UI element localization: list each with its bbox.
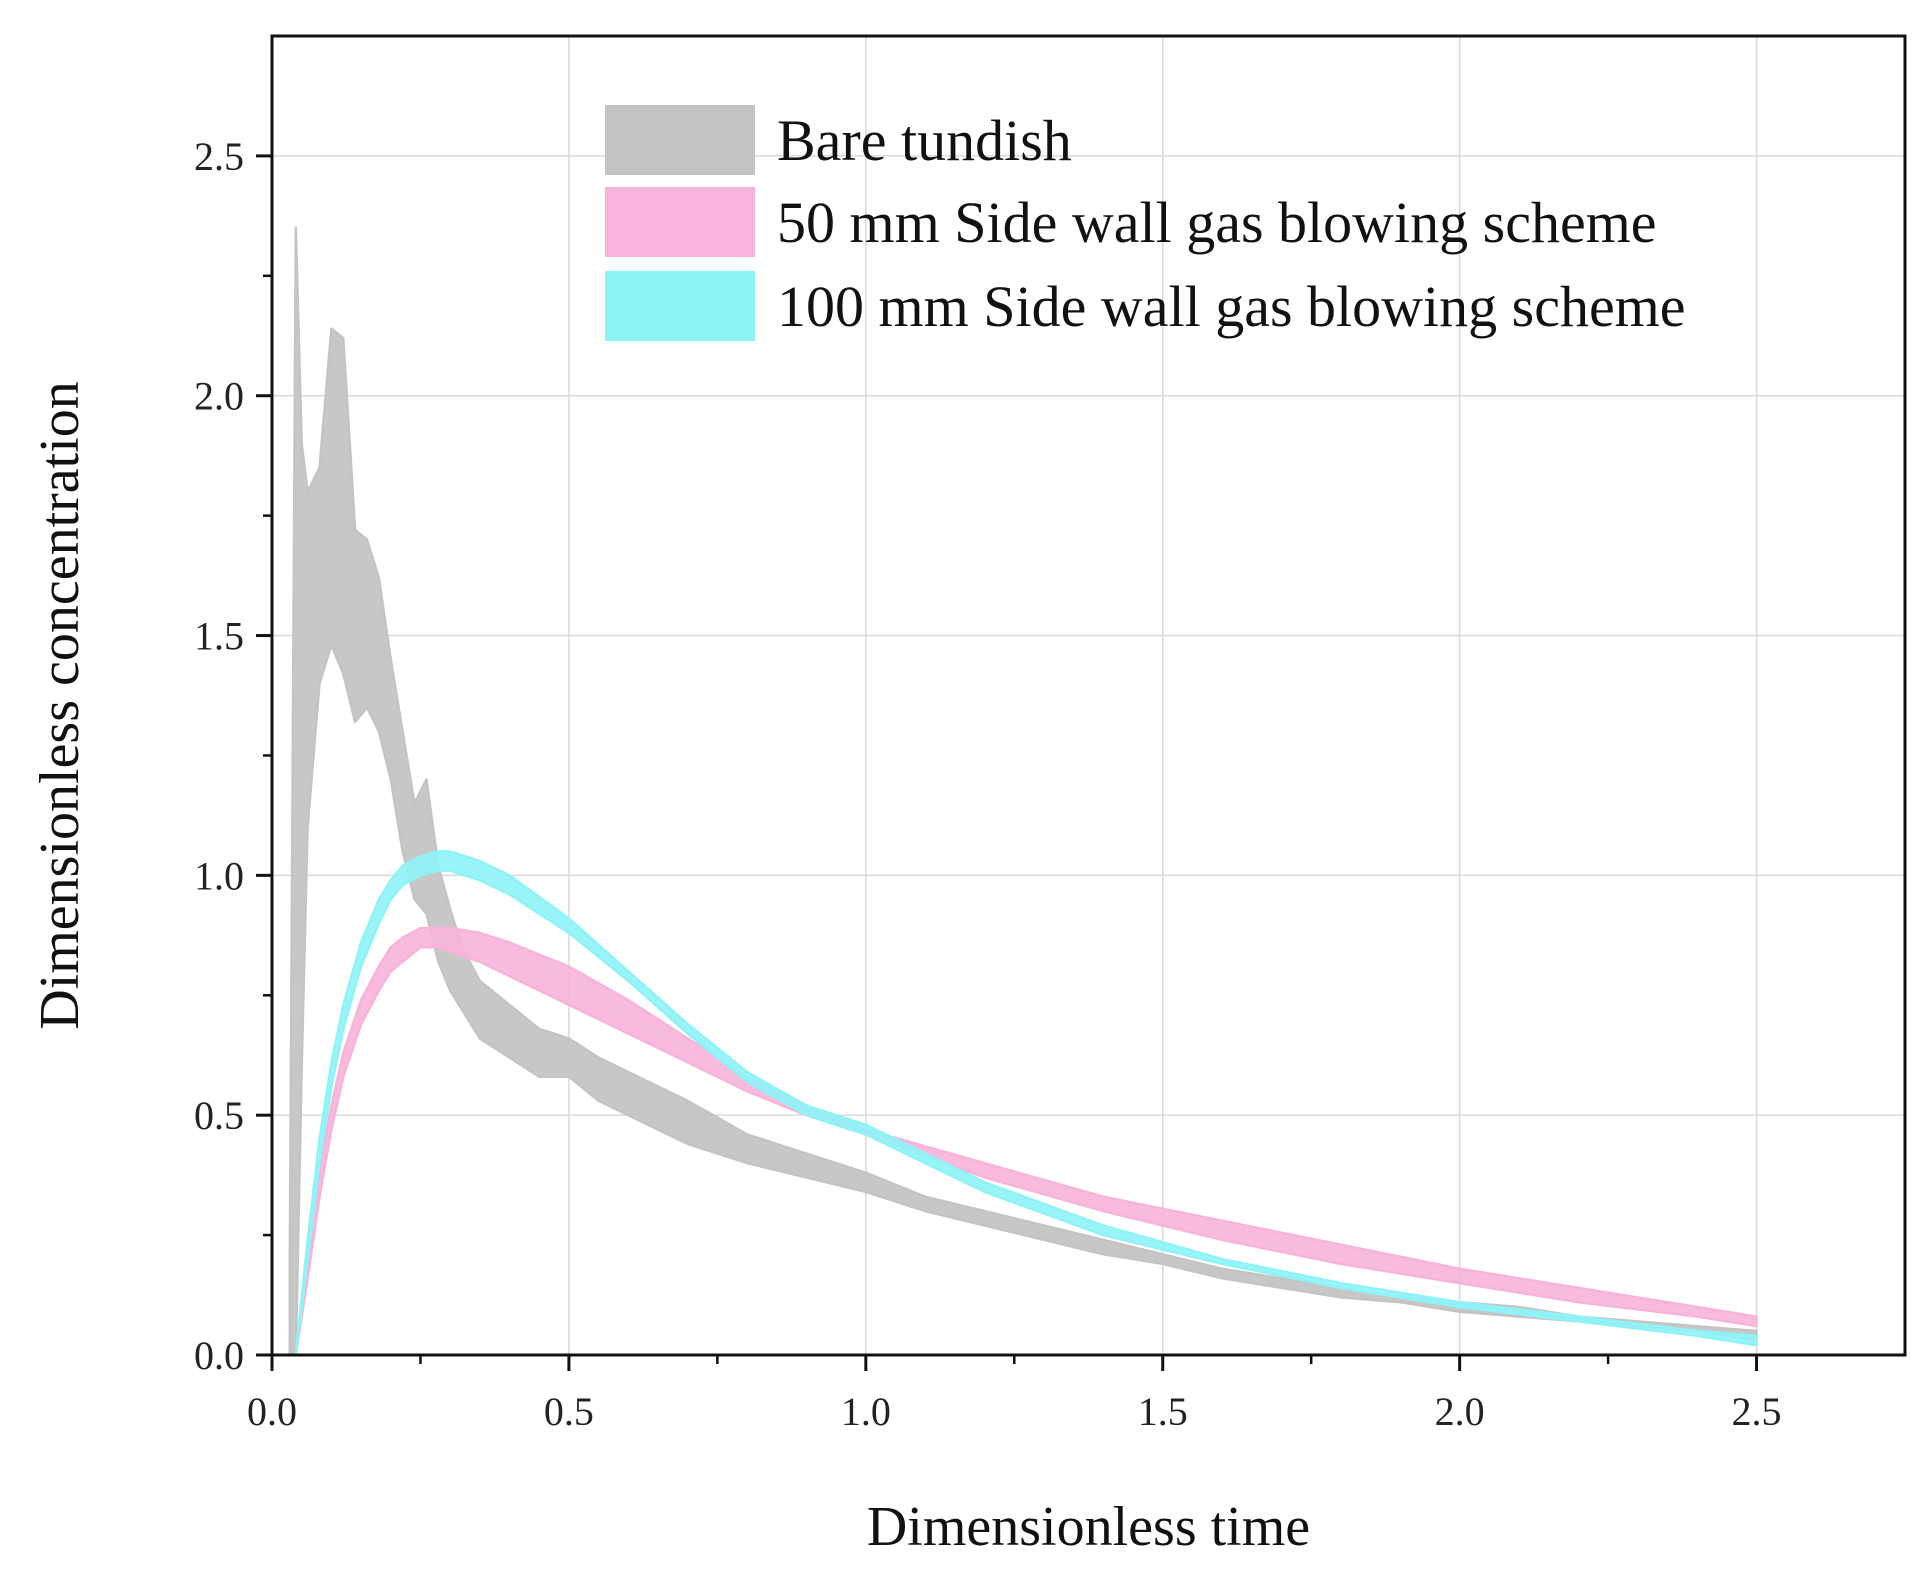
x-tick-label: 0.0 xyxy=(247,1389,297,1434)
legend: Bare tundish 50 mm Side wall gas blowing… xyxy=(605,105,1686,341)
x-tick-label: 1.0 xyxy=(841,1389,891,1434)
y-tick-label: 0.0 xyxy=(194,1333,244,1378)
legend-label-bare-tundish: Bare tundish xyxy=(777,108,1072,173)
series-band-2 xyxy=(294,850,1758,1357)
x-tick-label: 2.5 xyxy=(1732,1389,1782,1434)
legend-swatch-bare-tundish xyxy=(605,105,755,175)
plot-frame xyxy=(270,34,1907,1357)
y-tick-label: 0.5 xyxy=(194,1093,244,1138)
legend-swatch-50mm-scheme xyxy=(605,187,755,257)
series-band-1 xyxy=(294,926,1758,1357)
x-axis-title: Dimensionless time xyxy=(867,1496,1310,1558)
y-tick-label: 2.0 xyxy=(194,374,244,419)
x-tick-label: 2.0 xyxy=(1435,1389,1485,1434)
y-tick-label: 1.0 xyxy=(194,853,244,898)
x-tick-label: 0.5 xyxy=(544,1389,594,1434)
grid xyxy=(272,36,1905,1355)
x-tick-label: 1.5 xyxy=(1138,1389,1188,1434)
y-axis-title: Dimensionless concentration xyxy=(29,381,91,1030)
y-tick-label: 1.5 xyxy=(194,614,244,659)
series-layer xyxy=(288,226,1758,1357)
y-tick-label: 2.5 xyxy=(194,134,244,179)
axis-ticks: 0.0 0.5 1.0 1.5 2.0 2.5 0.0 0.5 1.0 1.5 2.0 2.5 xyxy=(194,134,1782,1434)
legend-swatch-100mm-scheme xyxy=(605,271,755,341)
legend-label-100mm-scheme: 100 mm Side wall gas blowing scheme xyxy=(777,274,1686,339)
legend-label-50mm-scheme: 50 mm Side wall gas blowing scheme xyxy=(777,190,1657,255)
